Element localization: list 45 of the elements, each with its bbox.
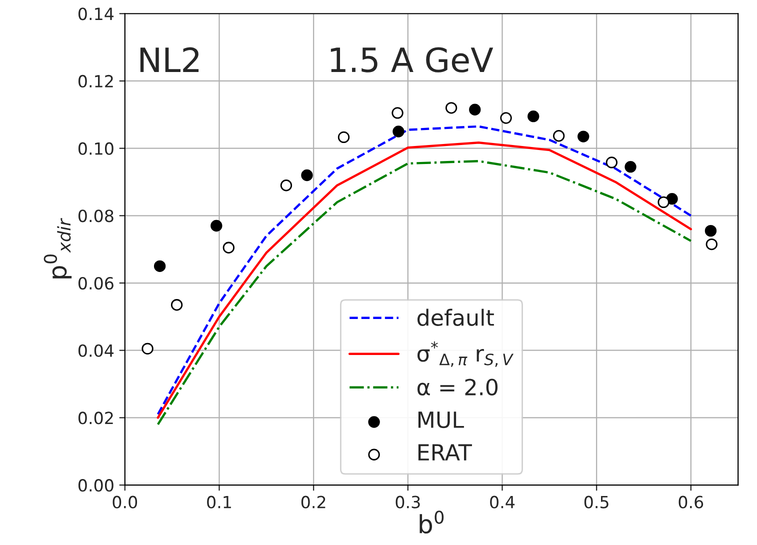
annotation: 1.5 A GeV [330, 47, 494, 72]
y-tick-label: 0.00 [78, 479, 114, 492]
point [658, 196, 670, 208]
point [552, 130, 565, 142]
y-tick-label: 0.12 [78, 74, 113, 88]
point [338, 131, 350, 144]
annotation: NL2 [140, 47, 199, 72]
legend-label: ERAT [418, 444, 472, 460]
point [578, 130, 590, 142]
point [704, 224, 717, 237]
point [170, 299, 183, 311]
point [222, 242, 235, 254]
point [500, 112, 512, 124]
y-axis-title: p$^{0}$$_{xdir}$ [44, 218, 72, 278]
x-tick-label: 0.5 [584, 496, 608, 508]
legend-label: default [417, 308, 494, 326]
point [154, 260, 166, 272]
legend-label: MUL [418, 412, 464, 428]
point [210, 220, 222, 232]
point [706, 238, 718, 250]
point [142, 342, 154, 355]
legend-label: σ$^{*}$$_{Δ,π}$ r$_{S,V}$ [417, 341, 514, 367]
point [280, 180, 292, 192]
y-tick-label: 0.14 [78, 8, 114, 20]
point [392, 107, 404, 119]
legend-label: α = 2.0 [417, 378, 498, 396]
x-tick-label: 0.4 [490, 496, 515, 508]
y-tick-label: 0.04 [78, 344, 114, 357]
point [624, 160, 636, 173]
point [606, 156, 618, 168]
point [469, 104, 481, 116]
y-tick-label: 0.10 [78, 142, 114, 155]
point [528, 110, 540, 122]
x-axis-title: b$^{0}$ [420, 510, 444, 534]
x-tick-label: 0.1 [207, 496, 231, 508]
point [301, 169, 313, 182]
x-tick-label: 0.0 [112, 496, 138, 508]
x-tick-label: 0.3 [396, 496, 420, 508]
y-tick-label: 0.08 [78, 210, 114, 222]
point [392, 126, 404, 138]
x-tick-label: 0.2 [301, 496, 326, 508]
x-tick-label: 0.6 [678, 496, 704, 508]
y-tick-label: 0.06 [78, 276, 114, 290]
y-tick-label: 0.02 [78, 412, 113, 424]
point [445, 102, 458, 114]
